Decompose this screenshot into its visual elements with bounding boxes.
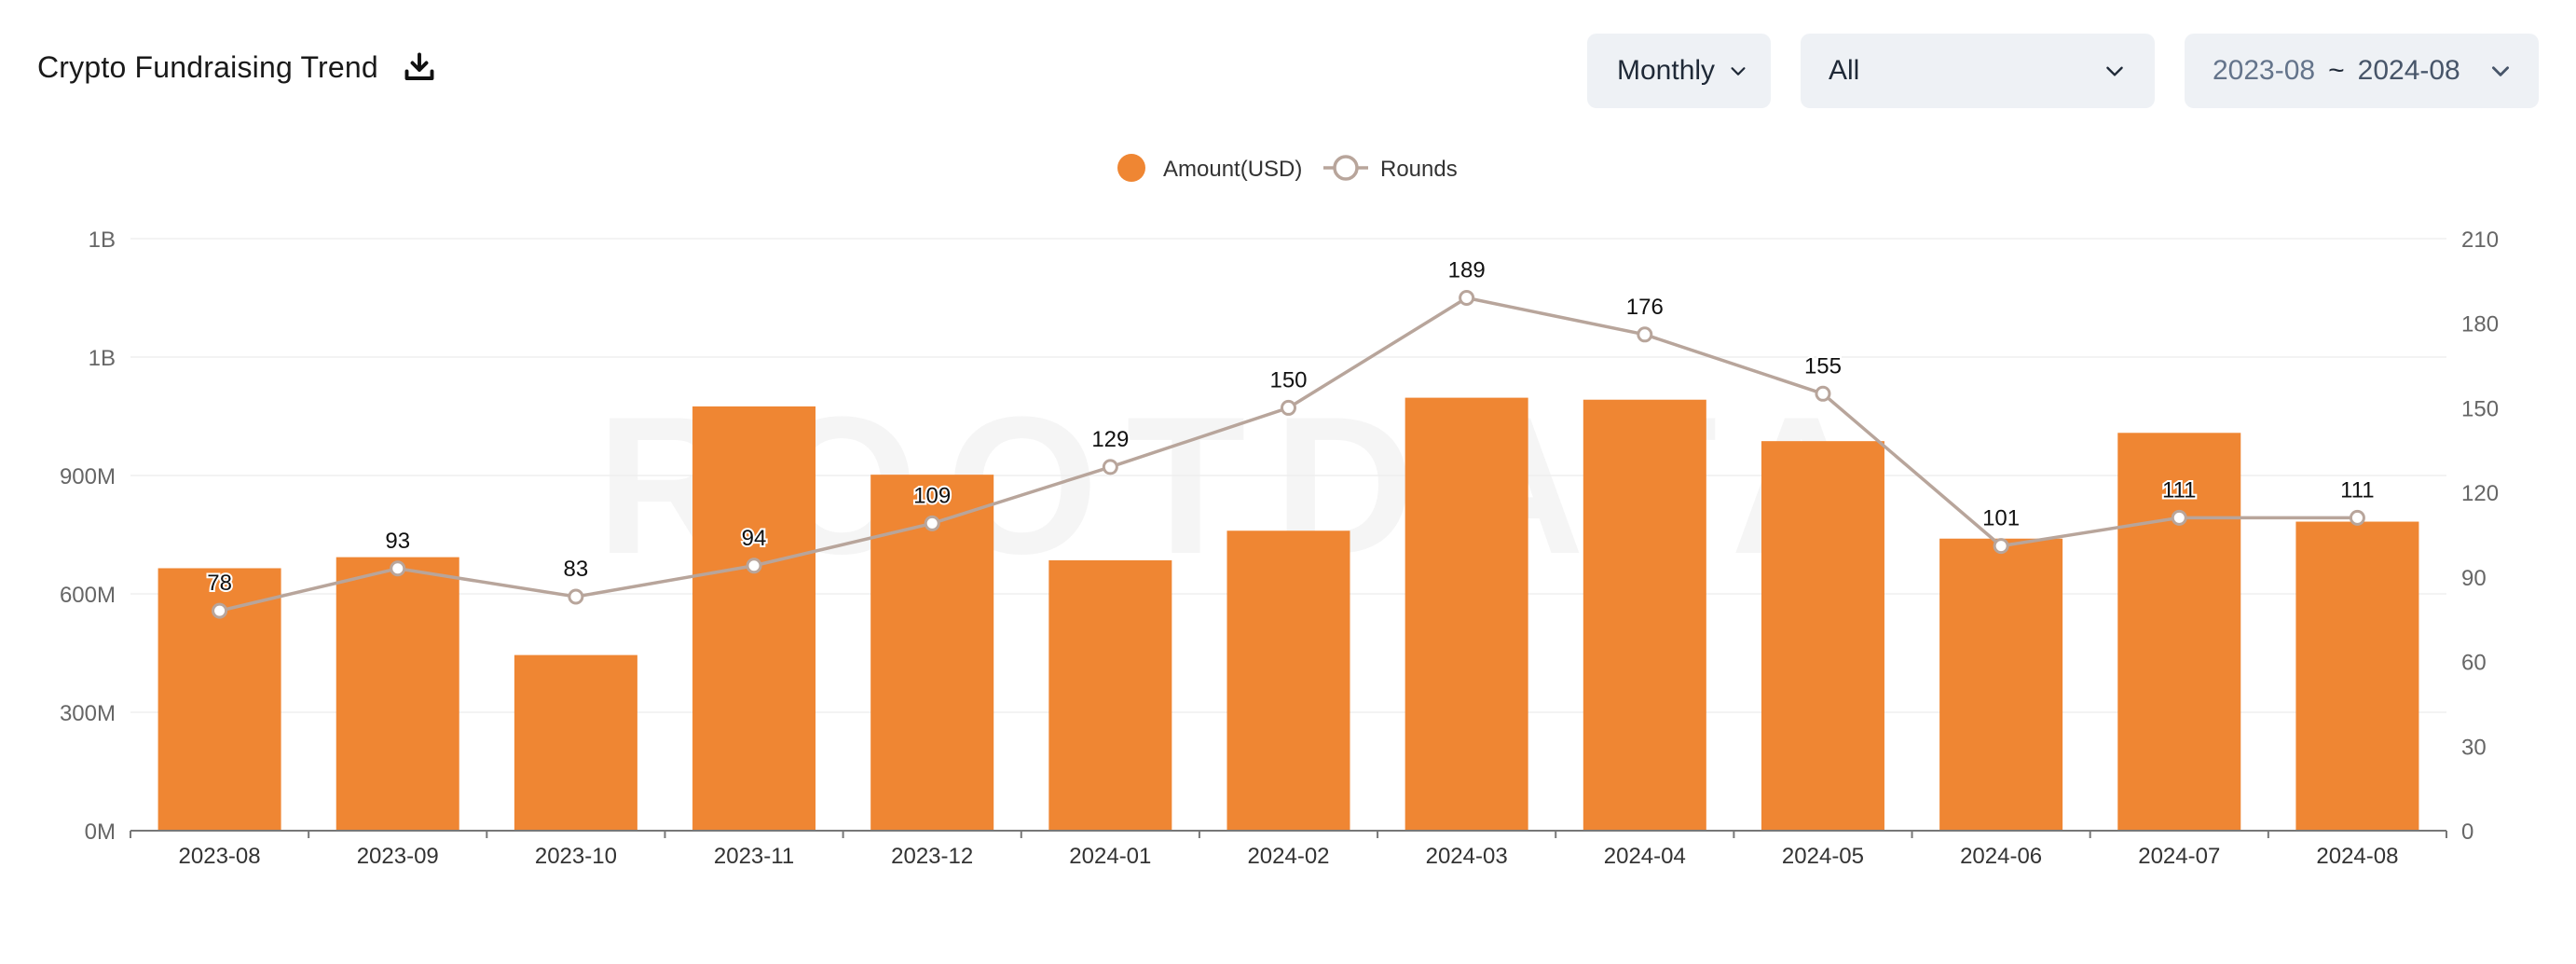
chevron-down-icon: [2103, 59, 2127, 83]
x-tick-label: 2024-06: [1960, 844, 2042, 869]
x-tick-label: 2024-01: [1069, 844, 1151, 869]
y-right-tick-label: 90: [2461, 566, 2487, 591]
bar-2023-11[interactable]: [692, 406, 816, 831]
rounds-data-label: 101: [1982, 506, 2020, 531]
rounds-data-label: 109: [913, 483, 951, 508]
rounds-point-2023-08[interactable]: [212, 602, 228, 619]
rounds-data-label: 155: [1804, 353, 1842, 379]
x-tick-label: 2024-02: [1247, 844, 1329, 869]
bar-2024-08[interactable]: [2295, 521, 2419, 831]
rounds-point-2024-03[interactable]: [1459, 290, 1475, 306]
rounds-data-label: 93: [385, 529, 410, 554]
y-right-tick-label: 180: [2461, 312, 2499, 337]
chart-area: 0M 300M 600M 900M 1B 1B 0 30 60 90 120 150 180 210 202…: [60, 154, 2499, 869]
bar-2023-10[interactable]: [514, 654, 637, 831]
rounds-data-label: 94: [742, 526, 767, 551]
rounds-data-label: 83: [564, 557, 589, 582]
y-right-tick-label: 120: [2461, 481, 2499, 506]
bar-2024-03[interactable]: [1404, 397, 1528, 831]
y-left-tick-label: 600M: [60, 583, 116, 608]
rounds-point-2024-08[interactable]: [2349, 509, 2365, 526]
y-right-tick-label: 60: [2461, 651, 2487, 676]
download-icon[interactable]: [401, 48, 438, 86]
bar-2024-02[interactable]: [1226, 530, 1350, 831]
x-tick-label: 2024-04: [1604, 844, 1686, 869]
rounds-point-2023-09[interactable]: [390, 560, 406, 577]
rounds-point-2024-07[interactable]: [2171, 509, 2187, 526]
x-tick-label: 2024-07: [2138, 844, 2220, 869]
x-tick-label: 2023-12: [891, 844, 973, 869]
range-separator: ~: [2328, 55, 2345, 86]
rounds-point-2024-04[interactable]: [1637, 326, 1653, 343]
legend-amount-marker[interactable]: [1117, 154, 1145, 182]
y-right-tick-label: 150: [2461, 396, 2499, 421]
x-tick-label: 2023-10: [535, 844, 617, 869]
bar-2024-06[interactable]: [1939, 538, 2063, 831]
rounds-point-2023-11[interactable]: [746, 558, 762, 574]
title-group: Crypto Fundraising Trend: [37, 48, 438, 86]
chevron-down-icon: [1728, 61, 1748, 81]
rounds-data-label: 78: [207, 571, 232, 596]
legend-amount-label[interactable]: Amount(USD): [1163, 157, 1302, 182]
bar-2024-05[interactable]: [1761, 441, 1884, 831]
rounds-point-2024-02[interactable]: [1281, 399, 1296, 416]
rounds-data-label: 189: [1448, 258, 1486, 283]
legend-rounds-marker[interactable]: [1333, 155, 1359, 181]
x-tick-label: 2024-03: [1426, 844, 1508, 869]
category-select[interactable]: All: [1801, 34, 2155, 108]
y-left-tick-label: 0M: [85, 819, 116, 845]
legend-rounds-label[interactable]: Rounds: [1380, 157, 1458, 182]
category-value: All: [1829, 55, 1860, 86]
chart-title: Crypto Fundraising Trend: [37, 49, 378, 84]
period-value: Monthly: [1617, 55, 1716, 86]
y-right-tick-label: 30: [2461, 735, 2487, 760]
rounds-point-2023-10[interactable]: [568, 588, 584, 605]
y-left-tick-label: 1B: [89, 346, 116, 371]
bar-2024-01[interactable]: [1048, 560, 1172, 831]
date-range-picker[interactable]: 2023-08 ~ 2024-08: [2185, 34, 2539, 108]
rounds-data-label: 176: [1626, 295, 1664, 320]
x-tick-label: 2023-11: [714, 844, 794, 869]
y-right-tick-label: 210: [2461, 227, 2499, 253]
bar-2024-04[interactable]: [1583, 399, 1706, 831]
range-end: 2024-08: [2357, 55, 2460, 86]
chart-header: Crypto Fundraising Trend Monthly All 202…: [0, 0, 2576, 140]
x-tick-label: 2024-08: [2316, 844, 2398, 869]
rounds-point-2024-06[interactable]: [1993, 538, 2009, 555]
rounds-point-2024-01[interactable]: [1102, 459, 1118, 475]
y-left-tick-label: 300M: [60, 701, 116, 726]
y-left-tick-label: 1B: [89, 227, 116, 253]
x-tick-label: 2024-05: [1782, 844, 1864, 869]
rounds-point-2024-05[interactable]: [1815, 385, 1831, 402]
bar-2023-09[interactable]: [336, 557, 459, 831]
rounds-data-label: 150: [1269, 367, 1307, 392]
chevron-down-icon: [2488, 59, 2513, 83]
rounds-point-2023-12[interactable]: [924, 515, 940, 531]
rounds-data-label: 111: [2162, 477, 2196, 503]
y-right-tick-label: 0: [2461, 819, 2473, 845]
y-left-tick-label: 900M: [60, 464, 116, 489]
rounds-data-label: 111: [2340, 477, 2374, 503]
x-tick-label: 2023-08: [179, 844, 261, 869]
rounds-data-label: 129: [1091, 427, 1129, 452]
period-select[interactable]: Monthly: [1587, 34, 1771, 108]
x-tick-label: 2023-09: [357, 844, 439, 869]
range-start: 2023-08: [2213, 55, 2316, 86]
bar-2024-07[interactable]: [2117, 433, 2241, 831]
